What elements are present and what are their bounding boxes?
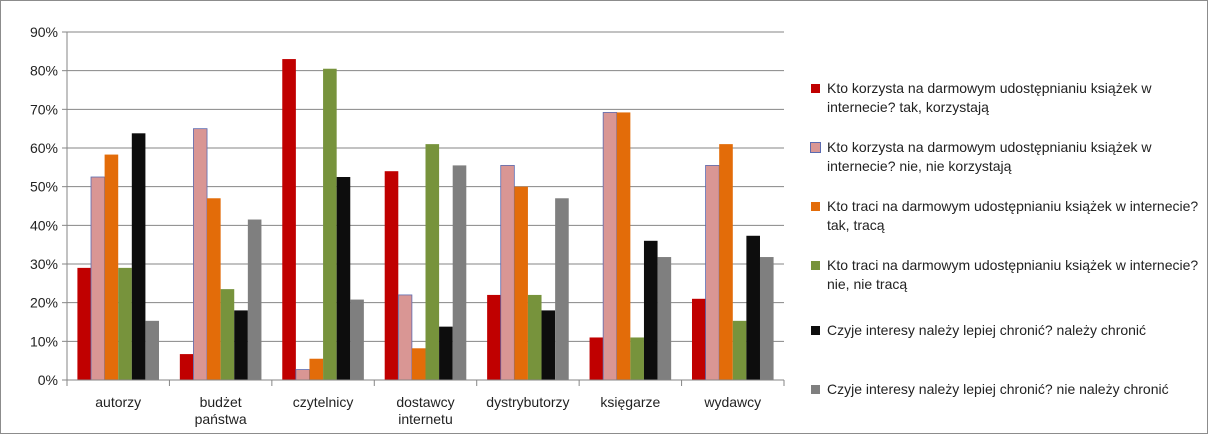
bar — [411, 348, 426, 380]
bar — [193, 128, 208, 381]
legend-swatch — [811, 84, 820, 93]
x-category-label: czytelnicy — [293, 394, 354, 410]
bar — [589, 337, 604, 380]
bar — [295, 369, 310, 381]
legend-label: Czyje interesy należy lepiej chronić? na… — [827, 322, 1147, 338]
bar — [90, 176, 106, 381]
legend-swatch — [810, 142, 821, 153]
bar — [323, 68, 337, 380]
legend-swatch — [811, 326, 820, 335]
plot-area: 0% 10% 20% 30% 40% 50% 60% 70% 80% 90% autorzy bud… — [30, 24, 785, 427]
axes — [62, 31, 785, 386]
bar — [131, 133, 146, 380]
y-tick-label: 50% — [30, 179, 58, 195]
legend-item: Czyje interesy należy lepiej chronić? na… — [811, 321, 1206, 340]
bar — [282, 59, 296, 380]
bar — [397, 294, 413, 381]
bar — [555, 198, 569, 380]
bar — [527, 294, 542, 380]
bar — [746, 235, 760, 380]
legend-item: Kto traci na darmowym udostępnianiu ksią… — [811, 256, 1206, 294]
legend-label: Kto traci na darmowym udostępnianiu ksią… — [827, 257, 1199, 292]
bar — [77, 267, 92, 380]
bar — [452, 165, 467, 380]
y-tick-label: 60% — [30, 140, 58, 156]
bar — [616, 112, 631, 381]
legend-label: Kto traci na darmowym udostępnianiu ksią… — [827, 198, 1199, 233]
bar — [705, 164, 720, 381]
x-category-label: państwa — [195, 411, 247, 427]
y-tick-label: 20% — [30, 295, 58, 311]
legend-label: Kto korzysta na darmowym udostępnianiu k… — [827, 139, 1152, 174]
bar — [732, 320, 747, 380]
y-tick-label: 80% — [30, 63, 58, 79]
bar — [247, 219, 262, 380]
y-tick-label: 40% — [30, 217, 58, 233]
legend-swatch — [811, 385, 820, 394]
bar — [309, 358, 324, 380]
x-category-label: autorzy — [95, 394, 141, 410]
bar — [602, 112, 618, 381]
legend-swatch — [811, 261, 820, 270]
bars — [77, 59, 774, 381]
y-tick-label: 10% — [30, 333, 58, 349]
legend-item: Kto korzysta na darmowym udostępnianiu k… — [810, 138, 1206, 176]
bar — [220, 289, 235, 380]
bar — [118, 267, 132, 380]
bar — [487, 294, 501, 380]
y-tick-labels: 0% 10% 20% 30% 40% 50% 60% 70% 80% 90% — [30, 24, 58, 388]
legend-label: Czyje interesy należy lepiej chronić? ni… — [827, 381, 1169, 397]
x-category-label: internetu — [398, 411, 452, 427]
bar — [541, 310, 556, 380]
bar — [643, 240, 658, 380]
bar — [145, 320, 160, 380]
bar — [439, 326, 453, 380]
bar — [350, 299, 364, 380]
bar — [179, 354, 194, 380]
y-tick-label: 30% — [30, 256, 58, 272]
x-category-label: dostawcy — [396, 394, 454, 410]
x-category-label: księgarze — [600, 394, 660, 410]
bar — [630, 337, 644, 380]
legend-label: Kto korzysta na darmowym udostępnianiu k… — [827, 80, 1152, 115]
bar — [759, 257, 774, 380]
legend-item: Czyje interesy należy lepiej chronić? ni… — [811, 380, 1206, 399]
bar — [234, 310, 248, 380]
bar — [425, 144, 440, 380]
bar — [514, 186, 528, 380]
bar — [104, 154, 119, 380]
bar — [500, 164, 515, 381]
legend-item: Kto korzysta na darmowym udostępnianiu k… — [811, 79, 1206, 117]
x-category-label: budżet — [200, 394, 242, 410]
legend-item: Kto traci na darmowym udostępnianiu ksią… — [811, 197, 1206, 235]
bar — [719, 144, 733, 380]
x-category-label: dystrybutorzy — [486, 394, 569, 410]
legend-swatch — [811, 202, 820, 211]
y-tick-label: 0% — [38, 372, 58, 388]
bar — [336, 177, 351, 380]
bar — [384, 171, 399, 380]
bar — [207, 198, 221, 380]
y-tick-label: 90% — [30, 24, 58, 40]
y-tick-label: 70% — [30, 101, 58, 117]
x-category-label: wydawcy — [703, 394, 761, 410]
bar — [691, 298, 706, 380]
bar — [657, 257, 672, 380]
